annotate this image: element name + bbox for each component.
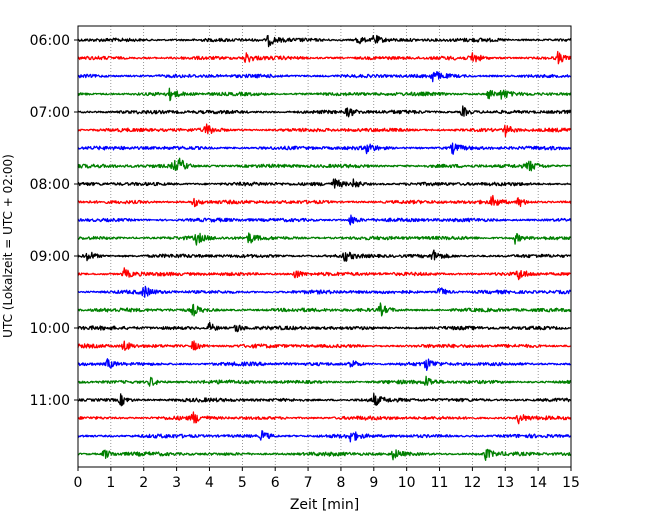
x-axis-label: Zeit [min] [290, 497, 359, 513]
seismic-trace [77, 232, 572, 246]
seismic-trace [77, 340, 572, 351]
seismic-trace [77, 358, 572, 372]
x-tick-label: 8 [336, 475, 345, 491]
seismic-trace [77, 392, 572, 407]
x-axis-ticks: 0 1 2 3 4 5 6 7 8 9 10 11 12 13 14 15 [74, 467, 580, 491]
seismic-trace [77, 123, 572, 138]
seismic-trace [77, 430, 572, 443]
trace-group [77, 34, 572, 461]
x-tick-label: 7 [304, 475, 313, 491]
seismic-trace [77, 285, 572, 298]
y-tick-label: 09:00 [30, 249, 70, 265]
y-tick-label: 08:00 [30, 177, 70, 193]
plot-frame [77, 25, 572, 468]
x-tick-label: 11 [431, 475, 449, 491]
seismic-trace [77, 157, 572, 172]
seismic-trace [77, 411, 572, 425]
x-tick-label: 9 [369, 475, 378, 491]
seismic-trace [77, 50, 572, 65]
seismic-trace [77, 194, 572, 208]
y-tick-label: 11:00 [30, 393, 70, 409]
seismic-trace [77, 70, 572, 83]
seismic-trace [77, 34, 572, 48]
x-tick-label: 2 [139, 475, 148, 491]
seismic-trace [77, 105, 572, 118]
y-tick-label: 07:00 [30, 105, 70, 121]
seismic-trace [77, 249, 572, 262]
seismic-trace [77, 214, 572, 226]
seismic-trace [77, 448, 572, 461]
seismic-trace [77, 321, 572, 333]
x-tick-label: 4 [205, 475, 214, 491]
x-tick-label: 0 [74, 475, 83, 491]
seismic-trace [77, 267, 572, 281]
x-tick-label: 6 [271, 475, 280, 491]
y-axis-label: UTC (Lokalzeit = UTC + 02:00) [1, 154, 15, 338]
x-tick-label: 15 [562, 475, 580, 491]
y-tick-label: 10:00 [30, 321, 70, 337]
seismic-trace [77, 142, 572, 155]
seismic-trace [77, 87, 572, 102]
x-tick-label: 3 [172, 475, 181, 491]
x-tick-label: 5 [238, 475, 247, 491]
y-tick-label: 06:00 [30, 33, 70, 49]
seismic-trace [77, 302, 572, 317]
x-tick-label: 1 [106, 475, 115, 491]
x-tick-label: 14 [529, 475, 547, 491]
seismic-trace [77, 178, 572, 189]
y-axis-ticks: 06:00 07:00 08:00 09:00 10:00 11:00 [30, 33, 78, 409]
x-tick-label: 13 [496, 475, 514, 491]
seismic-trace [77, 375, 572, 387]
x-tick-label: 10 [398, 475, 416, 491]
x-tick-label: 12 [463, 475, 481, 491]
